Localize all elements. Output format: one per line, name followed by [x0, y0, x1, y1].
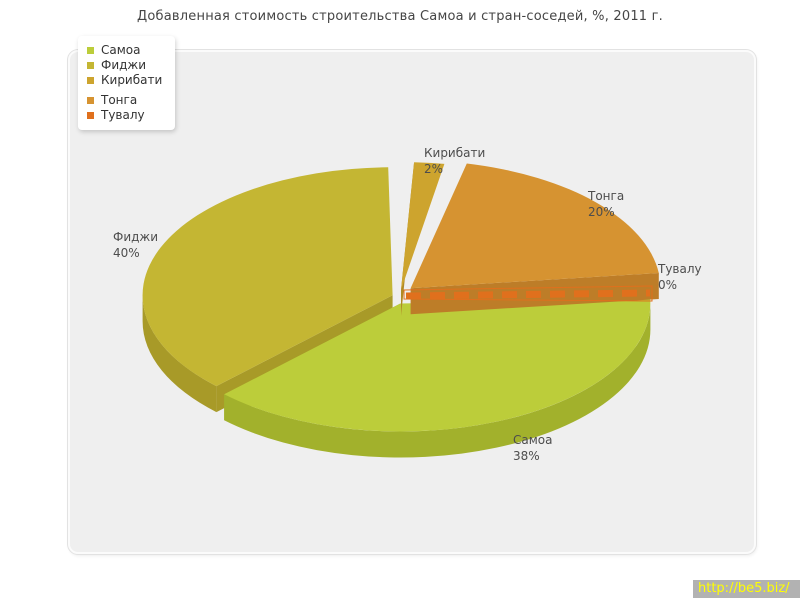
- legend-label: Тувалу: [101, 108, 145, 122]
- slice-tuvalu: [405, 289, 651, 300]
- slice-fiji: [142, 167, 393, 387]
- slice-label-3: Тонга 20%: [588, 188, 624, 220]
- chart-title: Добавленная стоимость строительства Само…: [137, 9, 663, 24]
- legend-item-2: Кирибати: [87, 73, 162, 88]
- slice-label-value: 20%: [588, 205, 615, 219]
- slice-label-name: Кирибати: [424, 146, 486, 160]
- slice-label-name: Тонга: [588, 189, 625, 203]
- slice-tonga: [410, 163, 659, 289]
- slice-label-1: Фиджи 40%: [113, 229, 158, 261]
- legend-item-1: Фиджи: [87, 58, 162, 73]
- fiji-side-wall: [142, 295, 217, 413]
- slice-label-value: 2%: [424, 162, 444, 176]
- legend-item-4: Тувалу: [87, 108, 162, 123]
- slice-label-name: Тувалу: [658, 262, 702, 276]
- slice-label-value: 38%: [513, 449, 540, 463]
- legend-item-3: Тонга: [87, 93, 162, 108]
- legend-swatch-icon: [87, 77, 94, 84]
- legend-label: Тонга: [101, 93, 138, 107]
- legend-swatch-icon: [87, 47, 94, 54]
- slice-kiribati: [401, 162, 445, 290]
- samoa-side-wall: [224, 303, 651, 458]
- slice-label-value: 40%: [113, 246, 140, 260]
- legend-swatch-icon: [87, 62, 94, 69]
- legend-label: Фиджи: [101, 58, 147, 72]
- slice-label-0: Самоа 38%: [513, 432, 552, 464]
- legend: Самоа Фиджи Кирибати Тонга Тувалу: [78, 36, 176, 130]
- legend-item-0: Самоа: [87, 43, 162, 58]
- slice-tuvalu-outline: [403, 285, 653, 302]
- legend-label: Самоа: [101, 43, 141, 57]
- legend-label: Кирибати: [101, 73, 163, 87]
- legend-swatch-icon: [87, 112, 94, 119]
- slice-label-4: Тувалу 0%: [658, 261, 702, 293]
- slice-label-name: Самоа: [513, 433, 553, 447]
- watermark-link[interactable]: http://be5.biz/: [693, 580, 800, 598]
- slice-samoa: [224, 299, 651, 432]
- slice-label-value: 0%: [658, 278, 678, 292]
- slice-label-name: Фиджи: [113, 230, 159, 244]
- legend-swatch-icon: [87, 97, 94, 104]
- slice-label-2: Кирибати 2%: [424, 145, 485, 177]
